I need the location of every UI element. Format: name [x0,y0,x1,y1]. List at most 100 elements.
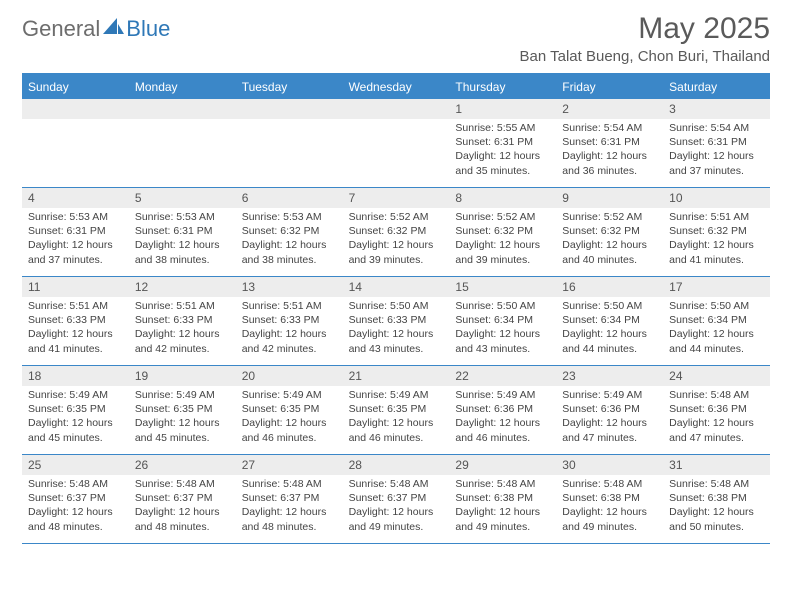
sunset-text: Sunset: 6:31 PM [28,224,123,238]
day-body: Sunrise: 5:54 AMSunset: 6:31 PMDaylight:… [556,119,663,184]
day-cell: 20Sunrise: 5:49 AMSunset: 6:35 PMDayligh… [236,366,343,454]
day-cell: 14Sunrise: 5:50 AMSunset: 6:33 PMDayligh… [343,277,450,365]
day-cell: 13Sunrise: 5:51 AMSunset: 6:33 PMDayligh… [236,277,343,365]
sunrise-text: Sunrise: 5:48 AM [28,477,123,491]
day-cell: 8Sunrise: 5:52 AMSunset: 6:32 PMDaylight… [449,188,556,276]
logo-text-blue: Blue [126,16,170,42]
sunrise-text: Sunrise: 5:49 AM [28,388,123,402]
day-number: 23 [556,366,663,386]
day-body: Sunrise: 5:49 AMSunset: 6:35 PMDaylight:… [129,386,236,451]
day-number: 10 [663,188,770,208]
day-number: 4 [22,188,129,208]
sunset-text: Sunset: 6:35 PM [135,402,230,416]
day-body: Sunrise: 5:49 AMSunset: 6:36 PMDaylight:… [449,386,556,451]
day-cell: 26Sunrise: 5:48 AMSunset: 6:37 PMDayligh… [129,455,236,543]
sunset-text: Sunset: 6:33 PM [135,313,230,327]
sunrise-text: Sunrise: 5:52 AM [349,210,444,224]
page-title: May 2025 [520,12,770,46]
day-number: 2 [556,99,663,119]
sunset-text: Sunset: 6:36 PM [455,402,550,416]
logo-sail-icon [103,18,125,41]
day-number: 20 [236,366,343,386]
day-number: 7 [343,188,450,208]
daylight-text: Daylight: 12 hours and 49 minutes. [455,505,550,533]
day-body: Sunrise: 5:48 AMSunset: 6:37 PMDaylight:… [236,475,343,540]
daylight-text: Daylight: 12 hours and 41 minutes. [669,238,764,266]
day-cell: 3Sunrise: 5:54 AMSunset: 6:31 PMDaylight… [663,99,770,187]
weekday-header: Sunday [22,75,129,99]
daylight-text: Daylight: 12 hours and 37 minutes. [28,238,123,266]
day-body: Sunrise: 5:48 AMSunset: 6:38 PMDaylight:… [663,475,770,540]
day-number: 29 [449,455,556,475]
sunset-text: Sunset: 6:32 PM [562,224,657,238]
day-cell: 12Sunrise: 5:51 AMSunset: 6:33 PMDayligh… [129,277,236,365]
day-cell [236,99,343,187]
sunset-text: Sunset: 6:37 PM [242,491,337,505]
week-row: 11Sunrise: 5:51 AMSunset: 6:33 PMDayligh… [22,277,770,366]
sunrise-text: Sunrise: 5:55 AM [455,121,550,135]
weekday-header: Monday [129,75,236,99]
sunset-text: Sunset: 6:31 PM [455,135,550,149]
day-number: 9 [556,188,663,208]
sunrise-text: Sunrise: 5:49 AM [562,388,657,402]
daylight-text: Daylight: 12 hours and 35 minutes. [455,149,550,177]
day-cell: 25Sunrise: 5:48 AMSunset: 6:37 PMDayligh… [22,455,129,543]
sunrise-text: Sunrise: 5:52 AM [455,210,550,224]
day-body: Sunrise: 5:48 AMSunset: 6:37 PMDaylight:… [22,475,129,540]
weeks-container: 1Sunrise: 5:55 AMSunset: 6:31 PMDaylight… [22,99,770,544]
sunset-text: Sunset: 6:33 PM [28,313,123,327]
day-cell: 24Sunrise: 5:48 AMSunset: 6:36 PMDayligh… [663,366,770,454]
day-body: Sunrise: 5:53 AMSunset: 6:31 PMDaylight:… [22,208,129,273]
day-cell: 16Sunrise: 5:50 AMSunset: 6:34 PMDayligh… [556,277,663,365]
day-cell [343,99,450,187]
daylight-text: Daylight: 12 hours and 41 minutes. [28,327,123,355]
sunset-text: Sunset: 6:34 PM [562,313,657,327]
day-number: 16 [556,277,663,297]
daylight-text: Daylight: 12 hours and 38 minutes. [135,238,230,266]
daylight-text: Daylight: 12 hours and 46 minutes. [455,416,550,444]
sunset-text: Sunset: 6:35 PM [242,402,337,416]
day-body: Sunrise: 5:51 AMSunset: 6:33 PMDaylight:… [236,297,343,362]
day-number: 24 [663,366,770,386]
sunset-text: Sunset: 6:36 PM [669,402,764,416]
day-number: 25 [22,455,129,475]
day-cell: 1 Sunrise: 5:55 AMSunset: 6:31 PMDaylight… [449,99,556,187]
day-number: 21 [343,366,450,386]
sunset-text: Sunset: 6:37 PM [135,491,230,505]
day-cell: 17Sunrise: 5:50 AMSunset: 6:34 PMDayligh… [663,277,770,365]
day-body: Sunrise: 5:48 AMSunset: 6:37 PMDaylight:… [343,475,450,540]
day-cell [22,99,129,187]
day-body: Sunrise: 5:50 AMSunset: 6:34 PMDaylight:… [663,297,770,362]
logo-text-general: General [22,16,100,42]
daylight-text: Daylight: 12 hours and 48 minutes. [135,505,230,533]
day-body: Sunrise: 5:52 AMSunset: 6:32 PMDaylight:… [449,208,556,273]
day-cell: 19Sunrise: 5:49 AMSunset: 6:35 PMDayligh… [129,366,236,454]
day-body: Sunrise: 5:53 AMSunset: 6:31 PMDaylight:… [129,208,236,273]
daylight-text: Daylight: 12 hours and 36 minutes. [562,149,657,177]
sunset-text: Sunset: 6:32 PM [669,224,764,238]
sunrise-text: Sunrise: 5:54 AM [562,121,657,135]
day-body: Sunrise: 5:51 AMSunset: 6:33 PMDaylight:… [129,297,236,362]
sunset-text: Sunset: 6:31 PM [135,224,230,238]
day-body: Sunrise: 5:54 AMSunset: 6:31 PMDaylight:… [663,119,770,184]
weekday-header: Thursday [449,75,556,99]
daylight-text: Daylight: 12 hours and 44 minutes. [562,327,657,355]
sunrise-text: Sunrise: 5:51 AM [135,299,230,313]
sunrise-text: Sunrise: 5:49 AM [135,388,230,402]
daylight-text: Daylight: 12 hours and 39 minutes. [455,238,550,266]
weekday-header: Wednesday [343,75,450,99]
day-body: Sunrise: 5:48 AMSunset: 6:38 PMDaylight:… [556,475,663,540]
sunset-text: Sunset: 6:34 PM [669,313,764,327]
sunrise-text: Sunrise: 5:48 AM [455,477,550,491]
day-body: Sunrise: 5:49 AMSunset: 6:35 PMDaylight:… [22,386,129,451]
sunrise-text: Sunrise: 5:48 AM [669,477,764,491]
sunrise-text: Sunrise: 5:48 AM [349,477,444,491]
sunrise-text: Sunrise: 5:48 AM [135,477,230,491]
day-number: 15 [449,277,556,297]
day-number: 5 [129,188,236,208]
day-number: 18 [22,366,129,386]
day-number: 12 [129,277,236,297]
day-number: 1 [449,99,556,119]
day-cell: 31Sunrise: 5:48 AMSunset: 6:38 PMDayligh… [663,455,770,543]
sunset-text: Sunset: 6:31 PM [562,135,657,149]
